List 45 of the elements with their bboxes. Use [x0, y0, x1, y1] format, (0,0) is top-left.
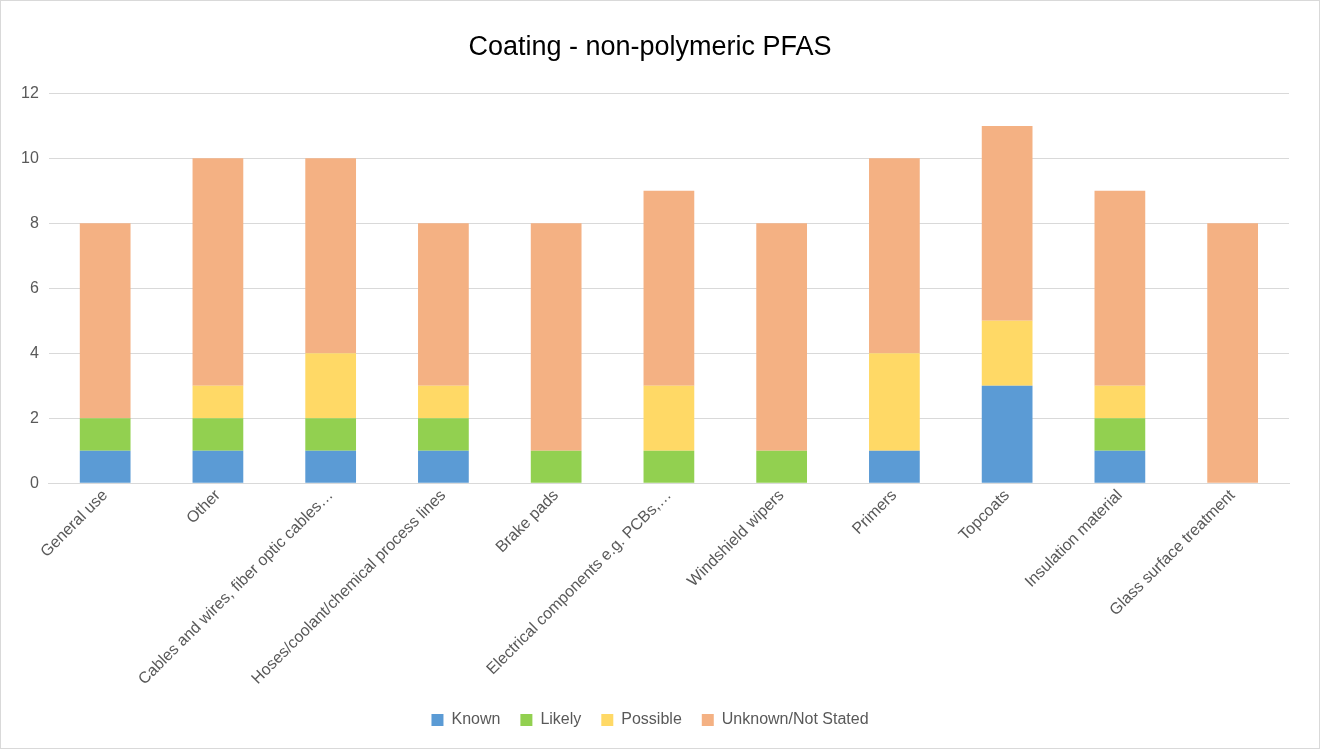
bar — [192, 450, 244, 483]
bar — [1094, 190, 1146, 386]
bar — [79, 450, 131, 483]
legend-label: Possible — [621, 710, 682, 728]
bar — [305, 450, 357, 483]
y-tick-label: 4 — [29, 343, 39, 361]
bar — [643, 385, 695, 451]
bar — [1207, 223, 1258, 483]
legend-label: Known — [451, 710, 501, 728]
bar — [418, 223, 469, 386]
bar — [192, 418, 244, 451]
y-tick-label: 8 — [29, 213, 39, 231]
legend-label: Likely — [540, 710, 582, 728]
y-tick-label: 2 — [29, 408, 39, 426]
bar — [643, 190, 695, 386]
bar — [305, 353, 357, 419]
bar — [869, 158, 920, 354]
bar — [981, 320, 1033, 386]
bar — [418, 450, 469, 483]
bar — [981, 125, 1033, 321]
bar — [981, 385, 1033, 483]
bar — [79, 418, 131, 451]
bar — [418, 418, 469, 451]
bar — [305, 158, 357, 354]
bar — [756, 450, 808, 483]
bar — [192, 385, 244, 419]
bar — [530, 223, 582, 451]
bar — [1094, 385, 1146, 419]
legend-label: Unknown/Not Stated — [721, 710, 869, 728]
y-tick-label: 12 — [21, 83, 39, 101]
bar — [643, 450, 695, 483]
bar — [530, 450, 582, 483]
y-tick-label: 0 — [29, 473, 39, 491]
bar — [418, 385, 469, 419]
y-tick-label: 10 — [21, 148, 39, 166]
bar — [1094, 418, 1146, 451]
bar — [1094, 450, 1146, 483]
bar — [869, 450, 920, 483]
bar — [869, 353, 920, 451]
bar — [192, 158, 244, 386]
bar — [756, 223, 808, 451]
bar — [305, 418, 357, 451]
bar — [79, 223, 131, 419]
y-tick-label: 6 — [29, 278, 39, 296]
chart-title: Coating - non-polymeric PFAS — [468, 30, 832, 61]
